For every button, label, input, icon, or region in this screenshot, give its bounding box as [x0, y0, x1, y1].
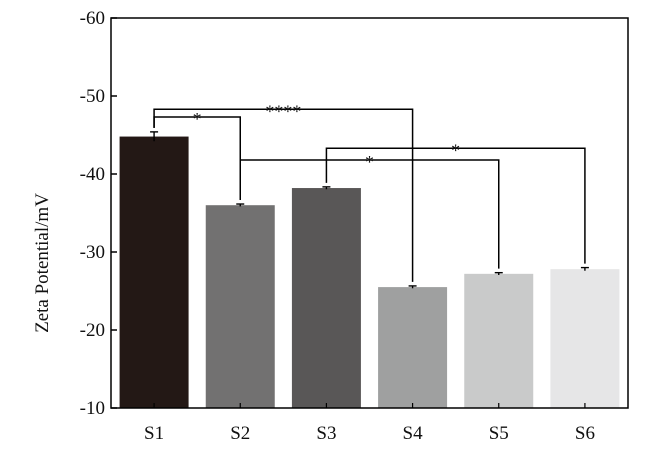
error-bar-S4	[408, 285, 417, 289]
plot-frame	[110, 17, 629, 409]
y-axis-label: Zeta Potential/mV	[32, 193, 53, 333]
x-tick-label-S5: S5	[489, 423, 509, 444]
bar-S6	[550, 269, 620, 408]
significance-brackets-group: * ******	[153, 101, 586, 282]
error-bars-group	[150, 131, 589, 289]
error-bar-S2	[236, 203, 245, 207]
x-tick-label-S4: S4	[403, 423, 424, 444]
y-tick-label: -40	[80, 164, 105, 185]
bar-S1	[119, 136, 189, 408]
x-tick-label-S3: S3	[316, 423, 336, 444]
error-bar-S6	[580, 266, 589, 271]
error-bar-S5	[494, 271, 503, 276]
significance-label: *	[365, 152, 374, 172]
bar-S4	[378, 287, 448, 408]
y-tick-label: -50	[80, 86, 105, 107]
error-bar-S3	[322, 186, 331, 190]
bar-S5	[464, 273, 534, 408]
y-tick-label: -30	[80, 242, 105, 263]
significance-label: *	[451, 140, 460, 160]
bar-S2	[205, 205, 275, 408]
y-tick-label: -20	[80, 320, 105, 341]
significance-bracket-S2-S5: *	[239, 152, 500, 269]
significance-bracket-S1-S4: ****	[153, 101, 414, 282]
x-tick-label-S6: S6	[575, 423, 595, 444]
axes-group: -10 -20 -30 -40 -50 -60 S1 S2 S3 S4 S5 S6	[80, 8, 629, 444]
x-tick-label-S2: S2	[230, 423, 250, 444]
y-tick-label: -60	[80, 8, 105, 29]
bars-group	[119, 136, 620, 408]
x-tick-label-S1: S1	[144, 423, 164, 444]
significance-label: *	[193, 109, 202, 129]
significance-bracket-S3-S6: *	[325, 140, 586, 264]
significance-label: ****	[265, 101, 301, 121]
error-bar-S1	[150, 131, 159, 142]
bar-S3	[291, 188, 361, 408]
y-tick-label: -10	[80, 398, 105, 419]
